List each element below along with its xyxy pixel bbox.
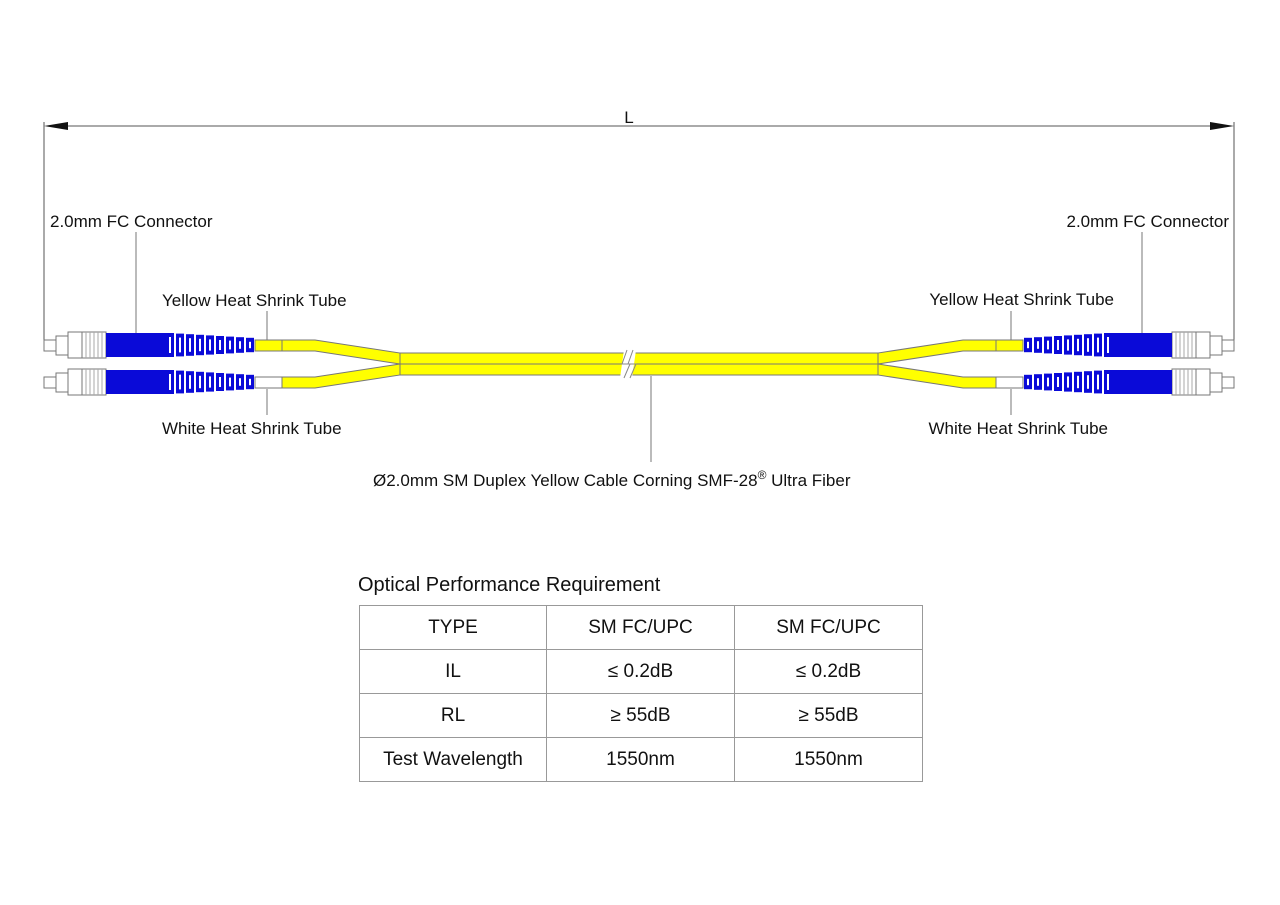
- table-cell: TYPE: [359, 605, 547, 650]
- left-white-tube-label: White Heat Shrink Tube: [162, 419, 342, 438]
- table-cell: ≥ 55dB: [546, 693, 735, 738]
- fanout-cable-bottom: [281, 363, 401, 389]
- ferrule: [43, 339, 57, 352]
- right-white-tube-label: White Heat Shrink Tube: [928, 419, 1108, 438]
- table-cell: IL: [359, 649, 547, 694]
- table-row: Test Wavelength 1550nm 1550nm: [359, 737, 923, 782]
- white-heat-shrink-tube: [995, 376, 1024, 389]
- connector-body: [55, 335, 69, 356]
- connector-housing: [106, 370, 166, 394]
- connector-body: [1209, 372, 1223, 393]
- length-label: L: [624, 108, 633, 127]
- fanout-cable-top: [281, 339, 401, 365]
- table-cell: SM FC/UPC: [734, 605, 923, 650]
- left-yellow-tube-label: Yellow Heat Shrink Tube: [162, 291, 347, 310]
- duplex-cable: [399, 349, 879, 379]
- connector-body: [1209, 335, 1223, 356]
- table-cell: 1550nm: [734, 737, 923, 782]
- table-title: Optical Performance Requirement: [358, 574, 661, 596]
- coupling-nut: [67, 368, 83, 396]
- ferrule: [1221, 339, 1235, 352]
- right-connector-label: 2.0mm FC Connector: [1067, 212, 1230, 231]
- connector-housing: [106, 333, 166, 357]
- cable-label: Ø2.0mm SM Duplex Yellow Cable Corning SM…: [373, 468, 851, 490]
- length-dimension: [43, 122, 1235, 340]
- yellow-heat-shrink-tube: [254, 339, 283, 352]
- ferrule: [43, 376, 57, 389]
- table-cell: SM FC/UPC: [546, 605, 735, 650]
- fanout-cable-top: [877, 339, 997, 365]
- right-yellow-tube-label: Yellow Heat Shrink Tube: [929, 290, 1114, 309]
- fanout-cable-bottom: [877, 363, 997, 389]
- yellow-heat-shrink-tube: [995, 339, 1024, 352]
- connector-housing: [1112, 333, 1172, 357]
- table-row: RL ≥ 55dB ≥ 55dB: [359, 693, 923, 738]
- coupling-nut: [1195, 368, 1211, 396]
- arrow-right-icon: [1210, 122, 1234, 130]
- optical-performance-table: TYPE SM FC/UPC SM FC/UPC IL ≤ 0.2dB ≤ 0.2dB RL…: [359, 605, 923, 782]
- leader-lines: [135, 232, 1143, 462]
- ferrule: [1221, 376, 1235, 389]
- connector-body: [55, 372, 69, 393]
- left-connector-assembly: [43, 331, 401, 396]
- table-cell: Test Wavelength: [359, 737, 547, 782]
- table-cell: RL: [359, 693, 547, 738]
- table-row: IL ≤ 0.2dB ≤ 0.2dB: [359, 649, 923, 694]
- coupling-nut: [67, 331, 83, 359]
- table-cell: ≥ 55dB: [734, 693, 923, 738]
- table-cell: 1550nm: [546, 737, 735, 782]
- white-heat-shrink-tube: [254, 376, 283, 389]
- table-cell: ≤ 0.2dB: [734, 649, 923, 694]
- table-cell: ≤ 0.2dB: [546, 649, 735, 694]
- coupling-nut: [1195, 331, 1211, 359]
- table-row: TYPE SM FC/UPC SM FC/UPC: [359, 605, 923, 650]
- connector-housing: [1112, 370, 1172, 394]
- right-connector-assembly: [877, 331, 1235, 396]
- left-connector-label: 2.0mm FC Connector: [50, 212, 213, 231]
- arrow-left-icon: [44, 122, 68, 130]
